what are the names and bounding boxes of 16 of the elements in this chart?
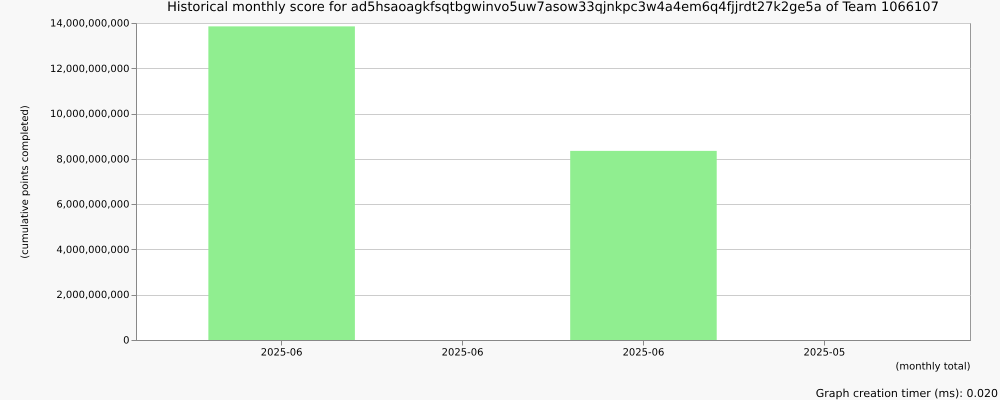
y-tick-label: 2,000,000,000 (56, 290, 130, 302)
y-tick-label: 8,000,000,000 (56, 154, 130, 166)
y-tick-label: 4,000,000,000 (56, 244, 130, 256)
y-tick-label: 12,000,000,000 (50, 64, 130, 75)
x-tick-label: 2025-06 (260, 348, 303, 358)
x-tick-label: 2025-06 (622, 348, 664, 358)
x-tick-label: 2025-05 (803, 348, 846, 358)
y-tick-label: 10,000,000,000 (50, 109, 130, 120)
y-axis-title: (cumulative points completed) (20, 105, 31, 259)
x-tick-label: 2025-06 (442, 348, 484, 358)
chart-title: Historical monthly score for ad5hsaoagkfsqtbgwinvo5uw7asow33qjnkpc3w4a4em6q4fjjrdt27k2ge5a of Team 1066107 (167, 0, 939, 15)
x-axis-title: (monthly total) (896, 362, 971, 372)
text: Graph creation timer (ms): 0.020 (816, 387, 998, 400)
y-tick-label: 0 (123, 336, 130, 346)
y-tick-label: 14,000,000,000 (50, 18, 130, 30)
y-tick-label: 6,000,000,000 (56, 200, 130, 211)
